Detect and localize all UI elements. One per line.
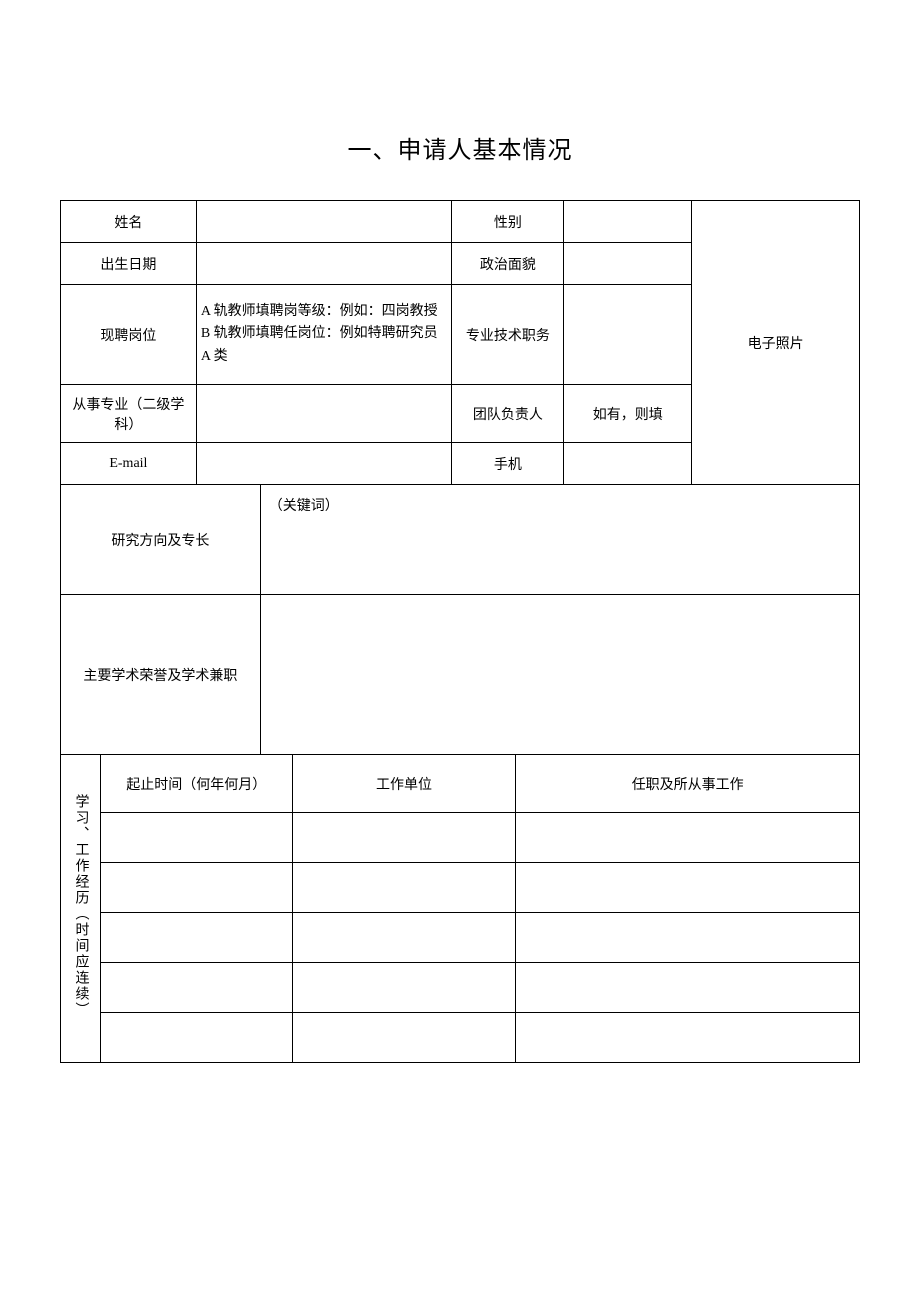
label-exp-unit: 工作单位 [292,755,516,813]
label-gender: 性别 [452,201,564,243]
exp-row-2-time[interactable] [100,863,292,913]
value-discipline[interactable] [196,385,452,443]
research-keyword[interactable]: （关键词） [260,485,859,595]
exp-row-4-job[interactable] [516,963,860,1013]
exp-row-1-unit[interactable] [292,813,516,863]
value-name[interactable] [196,201,452,243]
label-exp-time: 起止时间（何年何月） [100,755,292,813]
exp-row-1-job[interactable] [516,813,860,863]
label-birthdate: 出生日期 [61,243,197,285]
value-email[interactable] [196,443,452,485]
value-political[interactable] [564,243,692,285]
exp-row-5-job[interactable] [516,1013,860,1063]
team-leader-hint[interactable]: 如有，则填 [564,385,692,443]
label-tech-title: 专业技术职务 [452,285,564,385]
section-title: 一、申请人基本情况 [60,130,860,165]
value-phone[interactable] [564,443,692,485]
label-exp-job: 任职及所从事工作 [516,755,860,813]
exp-row-3-unit[interactable] [292,913,516,963]
label-discipline: 从事专业（二级学科） [61,385,197,443]
label-honors: 主要学术荣誉及学术兼职 [61,595,261,755]
exp-row-3-time[interactable] [100,913,292,963]
label-political: 政治面貌 [452,243,564,285]
label-experience-header: 学习、工作经历（时间应连续） [61,755,101,1063]
label-position: 现聘岗位 [61,285,197,385]
exp-row-5-unit[interactable] [292,1013,516,1063]
label-research: 研究方向及专长 [61,485,261,595]
value-tech-title[interactable] [564,285,692,385]
photo-area[interactable]: 电子照片 [692,201,860,485]
value-honors[interactable] [260,595,859,755]
experience-header-text: 学习、工作经历（时间应连续） [70,794,90,1018]
exp-row-1-time[interactable] [100,813,292,863]
label-email: E-mail [61,443,197,485]
label-phone: 手机 [452,443,564,485]
exp-row-3-job[interactable] [516,913,860,963]
applicant-form-table: 姓名 性别 电子照片 出生日期 政治面貌 现聘岗位 A 轨教师填聘岗等级：例如：… [60,200,860,1063]
exp-row-2-unit[interactable] [292,863,516,913]
value-birthdate[interactable] [196,243,452,285]
value-gender[interactable] [564,201,692,243]
exp-row-2-job[interactable] [516,863,860,913]
exp-row-4-time[interactable] [100,963,292,1013]
exp-row-5-time[interactable] [100,1013,292,1063]
label-name: 姓名 [61,201,197,243]
label-team-leader: 团队负责人 [452,385,564,443]
exp-row-4-unit[interactable] [292,963,516,1013]
position-hint[interactable]: A 轨教师填聘岗等级：例如：四岗教授 B 轨教师填聘任岗位：例如特聘研究员 A … [196,285,452,385]
